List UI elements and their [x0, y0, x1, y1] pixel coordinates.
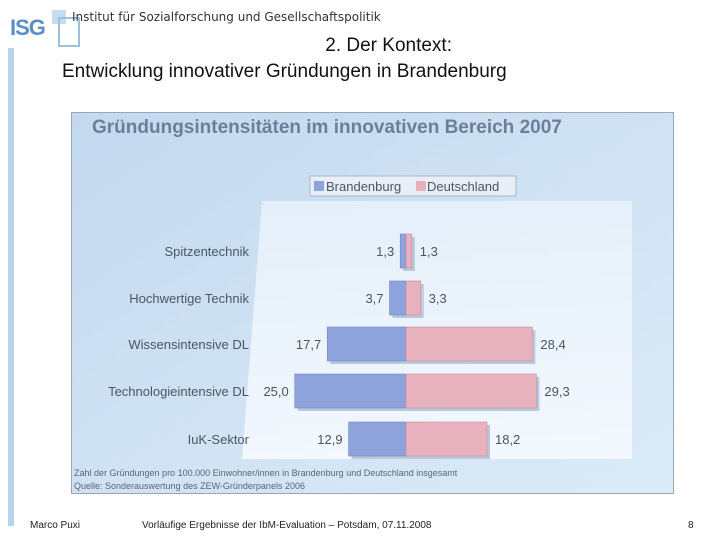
- category-label-technologieintensive-dl: Technologieintensive DL: [108, 384, 249, 399]
- chart-note: Zahl der Gründungen pro 100.000 Einwohne…: [74, 468, 458, 478]
- chart-legend: Brandenburg Deutschland: [309, 175, 517, 197]
- value-label-brandenburg-iuk-sektor: 12,9: [317, 432, 342, 447]
- logo-text: ISG: [10, 15, 46, 40]
- chart: Gründungsintensitäten im innovativen Ber…: [72, 113, 673, 493]
- bar-deutschland-technologieintensive-dl: [405, 373, 537, 409]
- bar-brandenburg-hochwertige-technik: [389, 280, 407, 316]
- chart-title: Gründungsintensitäten im innovativen Ber…: [92, 117, 562, 138]
- bar-brandenburg-spitzentechnik: [399, 233, 407, 269]
- legend-swatch-brandenburg: [314, 181, 324, 191]
- category-label-iuk-sektor: IuK-Sektor: [188, 432, 250, 447]
- legend-swatch-deutschland: [416, 181, 426, 191]
- category-label-wissensintensive-dl: Wissensintensive DL: [128, 337, 249, 352]
- slide-title-line-2: Entwicklung innovativer Gründungen in Br…: [62, 61, 507, 82]
- page-number: 8: [688, 520, 694, 531]
- bar-deutschland-hochwertige-technik: [405, 280, 421, 316]
- bar-brandenburg-wissensintensive-dl: [326, 326, 407, 362]
- value-label-deutschland-spitzentechnik: 1,3: [420, 244, 438, 259]
- legend-box: [309, 175, 517, 197]
- value-label-brandenburg-spitzentechnik: 1,3: [376, 244, 394, 259]
- logo-square-outline: [58, 17, 80, 47]
- value-label-deutschland-technologieintensive-dl: 29,3: [544, 384, 569, 399]
- footer-author: Marco Puxi: [30, 520, 81, 531]
- category-label-hochwertige-technik: Hochwertige Technik: [129, 291, 249, 306]
- left-accent-bar: [8, 48, 14, 526]
- value-label-deutschland-wissensintensive-dl: 28,4: [540, 337, 565, 352]
- bar-brandenburg-iuk-sektor: [348, 421, 407, 457]
- legend-label-deutschland: Deutschland: [427, 179, 499, 194]
- bar-deutschland-wissensintensive-dl: [405, 326, 533, 362]
- footer-event: Vorläufige Ergebnisse der IbM-Evaluation…: [142, 520, 432, 531]
- value-label-brandenburg-technologieintensive-dl: 25,0: [263, 384, 288, 399]
- category-label-spitzentechnik: Spitzentechnik: [164, 244, 249, 259]
- bar-deutschland-iuk-sektor: [405, 421, 488, 457]
- value-label-brandenburg-wissensintensive-dl: 17,7: [296, 337, 321, 352]
- institute-name: Institut für Sozialforschung und Gesells…: [72, 10, 381, 24]
- chart-source: Quelle: Sonderauswertung des ZEW-Gründer…: [74, 481, 305, 491]
- legend-label-brandenburg: Brandenburg: [326, 179, 401, 194]
- value-label-deutschland-hochwertige-technik: 3,3: [429, 291, 447, 306]
- slide-title-line-1: 2. Der Kontext:: [325, 35, 452, 56]
- bar-deutschland-spitzentechnik: [405, 233, 413, 269]
- bar-brandenburg-technologieintensive-dl: [294, 373, 407, 409]
- value-label-brandenburg-hochwertige-technik: 3,7: [365, 291, 383, 306]
- chart-frame: Gründungsintensitäten im innovativen Ber…: [71, 112, 674, 494]
- value-label-deutschland-iuk-sektor: 18,2: [495, 432, 520, 447]
- bars: Spitzentechnik 1,3 1,3 Hochwertige Technik 3…: [108, 233, 570, 459]
